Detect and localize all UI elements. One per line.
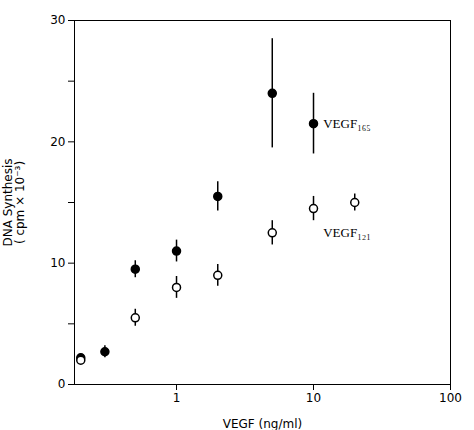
svg-text:10: 10: [306, 391, 321, 405]
svg-text:VEGF (ng/ml): VEGF (ng/ml): [223, 417, 302, 430]
svg-text:30: 30: [50, 13, 65, 27]
svg-text:VEGF₁₆₅: VEGF₁₆₅: [323, 116, 371, 131]
svg-text:100: 100: [439, 391, 462, 405]
svg-text:20: 20: [50, 135, 65, 149]
svg-text:10: 10: [50, 256, 65, 270]
svg-text:DNA Synthesis( cpm × 10⁻³): DNA Synthesis( cpm × 10⁻³): [1, 158, 27, 246]
svg-text:0: 0: [58, 377, 66, 391]
svg-text:1: 1: [173, 391, 181, 405]
svg-text:VEGF₁₂₁: VEGF₁₂₁: [323, 225, 371, 240]
